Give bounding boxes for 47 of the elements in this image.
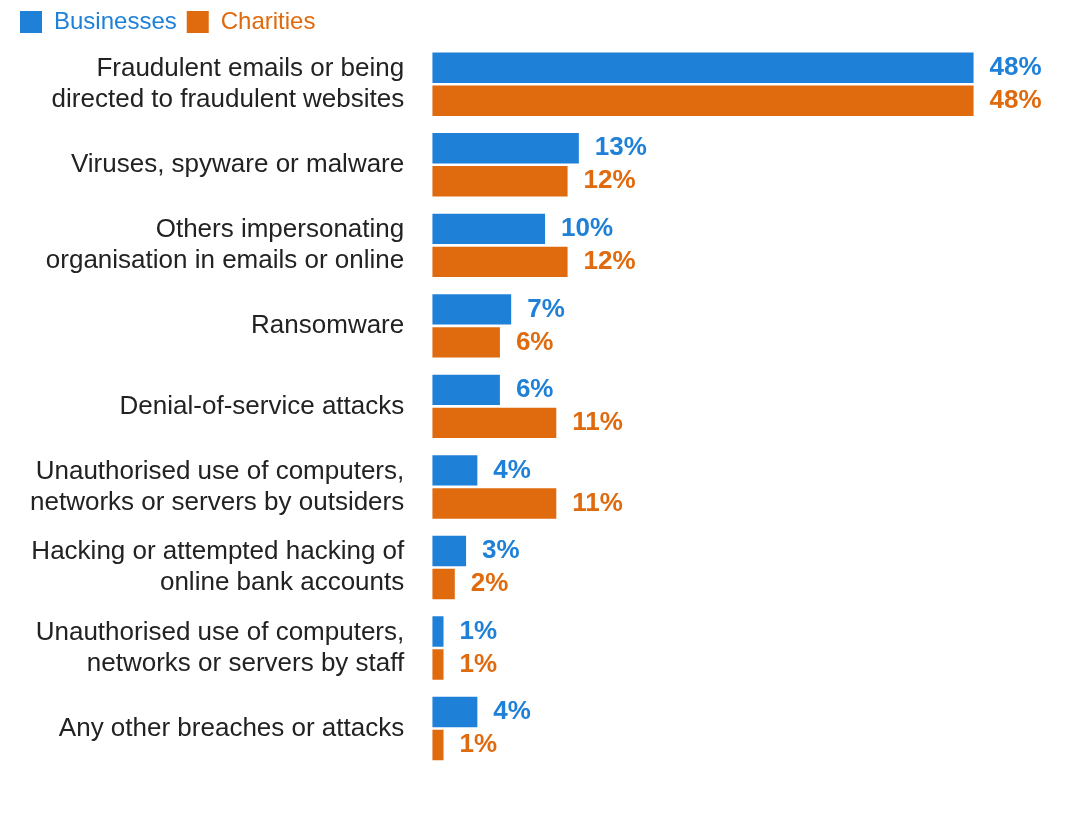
data-label: 11% bbox=[572, 406, 623, 437]
bar bbox=[432, 246, 568, 278]
y-tick-label: Unauthorised use of computers, networks or servers by staff bbox=[35, 615, 406, 677]
y-tick-label: Others impersonating organisation in emails or online bbox=[45, 212, 405, 275]
bar bbox=[432, 535, 467, 567]
y-tick-label: Fraudulent emails or being directed to fraudulent websites bbox=[51, 51, 405, 114]
data-label: 6% bbox=[515, 373, 554, 404]
bar bbox=[432, 52, 974, 83]
legend-label: Charities bbox=[220, 6, 316, 34]
data-label: 1% bbox=[459, 647, 498, 678]
y-tick-label: Denial-of-service attacks bbox=[119, 389, 405, 420]
data-label: 6% bbox=[515, 325, 554, 356]
y-tick-label: Viruses, spyware or malware bbox=[70, 147, 405, 178]
data-label: 10% bbox=[561, 212, 614, 242]
data-label: 4% bbox=[493, 453, 531, 484]
bar bbox=[432, 166, 568, 197]
bar bbox=[432, 568, 455, 600]
bar bbox=[432, 374, 500, 406]
bar bbox=[432, 327, 500, 358]
bar bbox=[432, 616, 444, 647]
data-label: 12% bbox=[583, 245, 636, 276]
bar bbox=[432, 696, 478, 728]
data-label: 1% bbox=[459, 728, 498, 759]
bar bbox=[432, 407, 557, 439]
data-label: 12% bbox=[583, 164, 636, 195]
data-label: 2% bbox=[470, 567, 509, 598]
data-label: 1% bbox=[459, 614, 498, 645]
data-label: 48% bbox=[989, 83, 1042, 114]
y-tick-label: Any other breaches or attacks bbox=[58, 711, 405, 742]
y-tick-label: Ransomware bbox=[251, 309, 405, 340]
bar bbox=[432, 133, 579, 164]
bar bbox=[432, 649, 444, 680]
data-label: 11% bbox=[572, 486, 623, 517]
legend-label: Businesses bbox=[54, 6, 177, 34]
y-tick-label: Hacking or attempted hacking of online bank accounts bbox=[31, 535, 406, 597]
data-label: 3% bbox=[482, 534, 520, 565]
bar bbox=[432, 294, 512, 325]
bar bbox=[432, 85, 974, 116]
bar bbox=[432, 729, 444, 761]
bar bbox=[432, 488, 557, 519]
bar bbox=[432, 455, 478, 486]
data-label: 13% bbox=[594, 131, 647, 162]
y-tick-label: Unauthorised use of computers, networks or servers by outsiders bbox=[30, 454, 405, 516]
bar bbox=[432, 213, 546, 245]
data-label: 4% bbox=[493, 695, 531, 726]
data-label: 7% bbox=[527, 292, 565, 323]
data-label: 48% bbox=[989, 50, 1042, 81]
